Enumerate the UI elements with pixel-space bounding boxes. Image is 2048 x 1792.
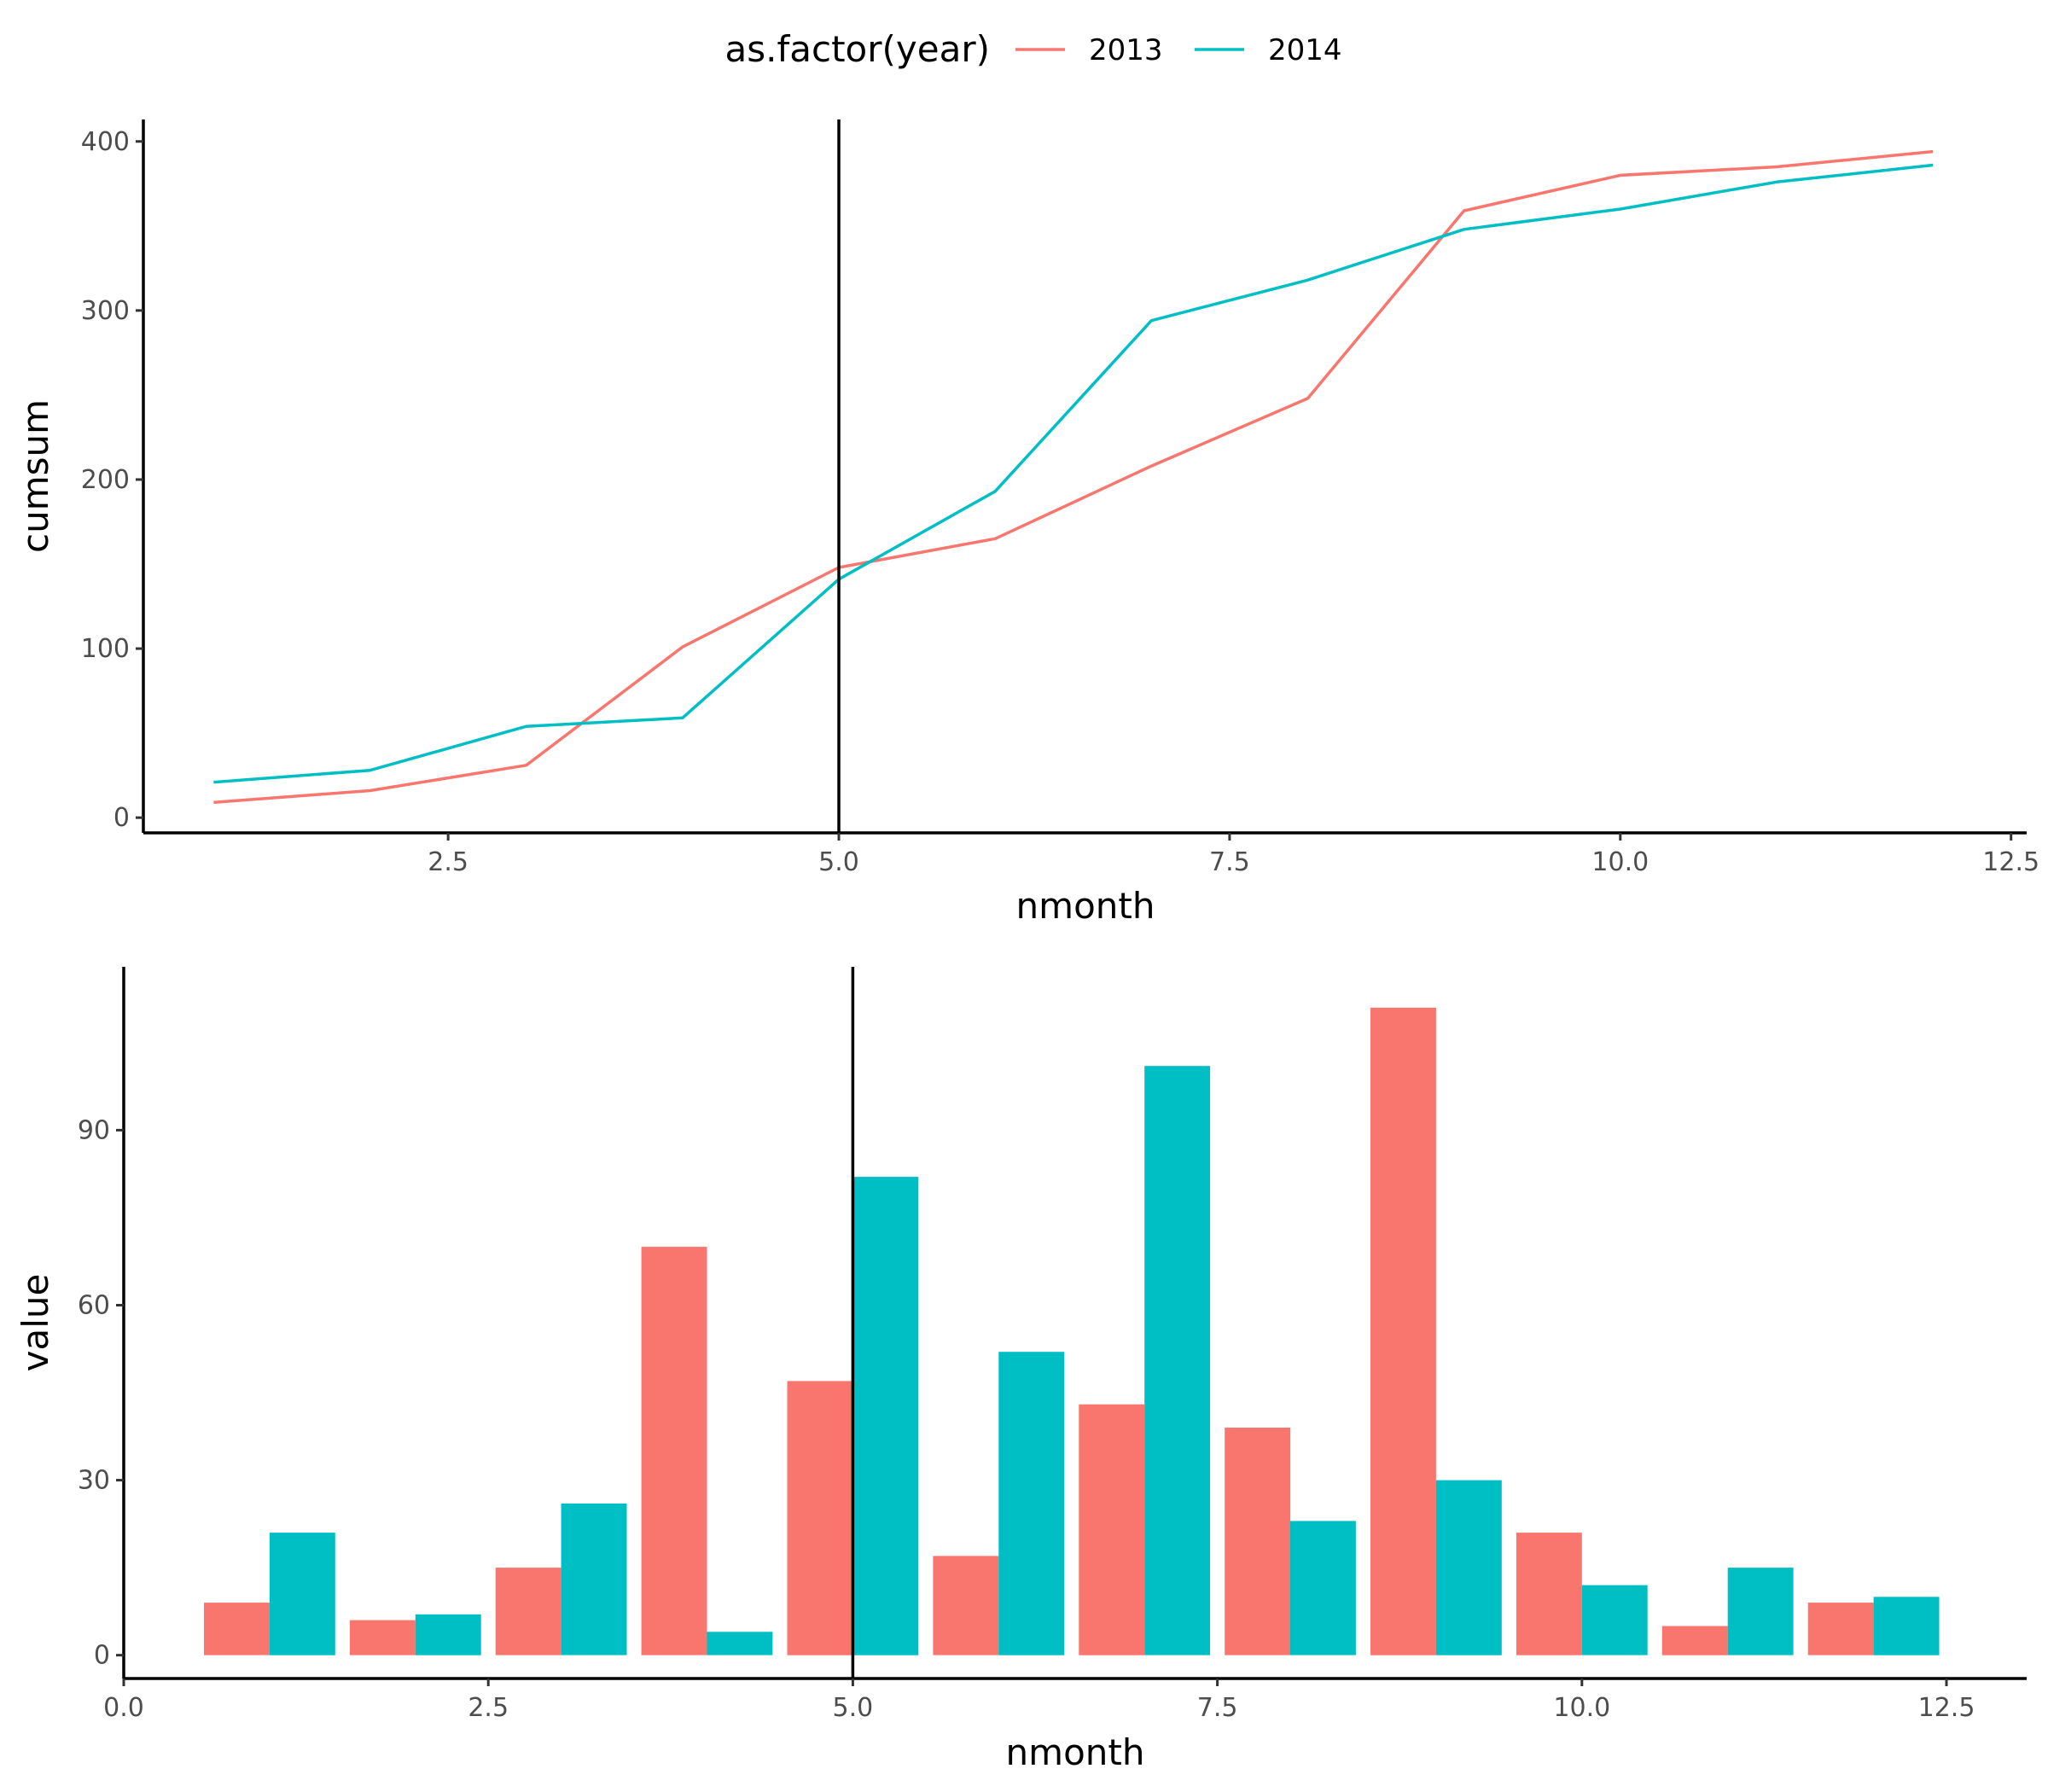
cumsum-x-tick-label: 2.5 — [428, 847, 468, 877]
bar-2013-month-5 — [787, 1381, 853, 1655]
bar-2014-month-11 — [1727, 1568, 1794, 1655]
bar-2013-month-9 — [1370, 1007, 1436, 1655]
cumsum-x-tick-label: 5.0 — [818, 847, 859, 877]
bar-2013-month-7 — [1079, 1404, 1145, 1655]
legend-title: as.factor(year) — [725, 28, 991, 70]
cumsum-line-panel: 0 100 200 300 400 2.5 5.0 7.5 10.0 12.5 nmonth c… — [15, 119, 2039, 927]
bar-2013-month-12 — [1807, 1603, 1874, 1655]
value-x-tick-label: 10.0 — [1553, 1693, 1610, 1723]
bar-2013-month-3 — [495, 1568, 561, 1655]
bar-2014-month-3 — [561, 1503, 627, 1655]
cumsum-x-tick-label: 7.5 — [1209, 847, 1250, 877]
value-x-ticks: 0.0 2.5 5.0 7.5 10.0 12.5 — [103, 1679, 1975, 1723]
cumsum-series-layer — [213, 149, 1934, 805]
bar-2013-month-11 — [1661, 1626, 1728, 1655]
cumsum-x-axis-title: nmonth — [1016, 885, 1155, 927]
bar-2013-month-1 — [204, 1603, 270, 1655]
bar-2013-month-8 — [1225, 1428, 1291, 1655]
cumsum-line-2014 — [213, 163, 1934, 784]
cumsum-line-2013 — [213, 149, 1934, 805]
bar-2014-month-2 — [415, 1614, 481, 1655]
bar-2014-month-1 — [269, 1533, 335, 1655]
cumsum-x-tick-label: 12.5 — [1982, 847, 2039, 877]
value-bar-panel: 0 30 60 90 0.0 2.5 5.0 7.5 10.0 12.5 nmonth valu… — [15, 967, 2027, 1773]
legend: as.factor(year) 2013 2014 — [725, 28, 1342, 70]
bar-2014-month-10 — [1581, 1585, 1648, 1655]
value-y-axis-title: value — [15, 1274, 56, 1372]
bar-2014-month-6 — [998, 1352, 1065, 1655]
cumsum-y-tick-label: 0 — [113, 803, 130, 833]
value-y-tick-label: 0 — [94, 1641, 110, 1671]
value-x-tick-label: 7.5 — [1197, 1693, 1238, 1723]
bar-2014-month-9 — [1435, 1480, 1502, 1655]
cumsum-x-ticks: 2.5 5.0 7.5 10.0 12.5 — [428, 833, 2039, 877]
value-x-tick-label: 12.5 — [1918, 1693, 1975, 1723]
bar-2014-month-12 — [1873, 1597, 1940, 1655]
value-y-tick-label: 60 — [78, 1290, 110, 1320]
cumsum-y-tick-label: 300 — [81, 296, 130, 326]
value-x-axis-title: nmonth — [1006, 1731, 1145, 1773]
cumsum-y-tick-label: 400 — [81, 127, 130, 157]
legend-label-2014: 2014 — [1268, 33, 1342, 67]
value-x-tick-label: 5.0 — [833, 1693, 874, 1723]
value-y-tick-label: 30 — [78, 1466, 110, 1496]
bar-2013-month-4 — [641, 1247, 707, 1655]
value-y-ticks: 0 30 60 90 — [78, 1115, 124, 1671]
bar-2014-month-8 — [1290, 1521, 1356, 1655]
bar-2013-month-6 — [933, 1556, 999, 1655]
cumsum-x-tick-label: 10.0 — [1591, 847, 1649, 877]
cumsum-y-ticks: 0 100 200 300 400 — [81, 127, 143, 833]
bar-2014-month-4 — [707, 1632, 773, 1655]
bar-2014-month-5 — [852, 1177, 919, 1655]
value-y-tick-label: 90 — [78, 1115, 110, 1145]
value-bars-layer — [204, 1007, 1940, 1655]
bar-2013-month-2 — [349, 1620, 416, 1655]
value-x-tick-label: 0.0 — [103, 1693, 144, 1723]
bar-2014-month-7 — [1144, 1066, 1211, 1655]
bar-2013-month-10 — [1516, 1533, 1582, 1655]
cumsum-y-tick-label: 100 — [81, 634, 130, 664]
legend-label-2013: 2013 — [1089, 33, 1163, 67]
value-x-tick-label: 2.5 — [468, 1693, 509, 1723]
cumsum-y-tick-label: 200 — [81, 465, 130, 495]
cumsum-y-axis-title: cumsum — [15, 399, 56, 553]
